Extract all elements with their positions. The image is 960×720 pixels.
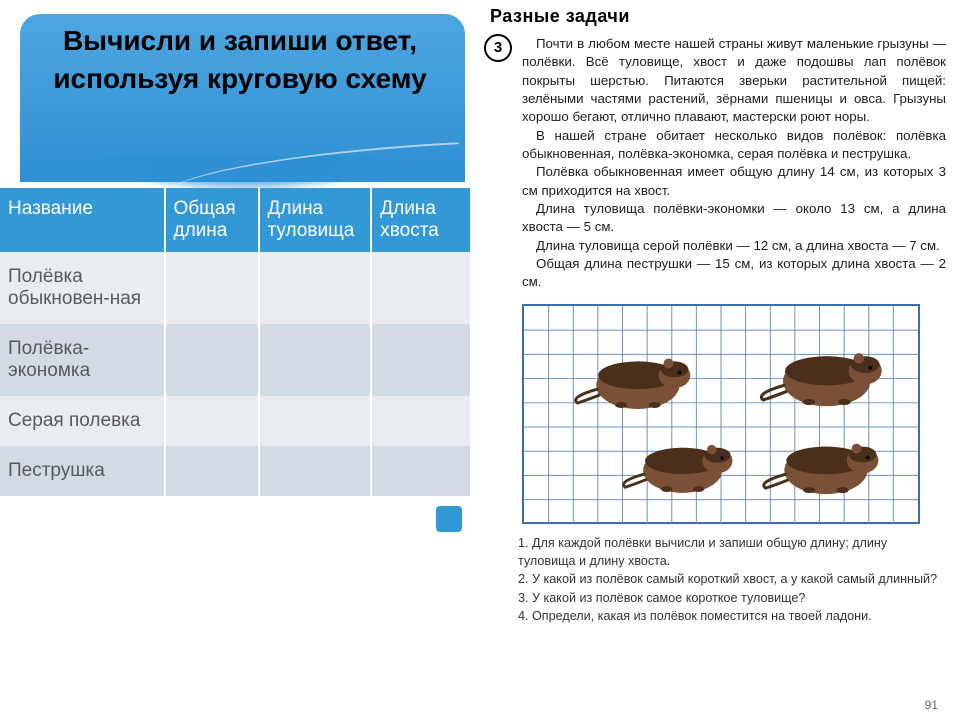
para: Полёвка обыкновенная имеет общую длину 1… (522, 163, 946, 200)
section-title: Разные задачи (490, 6, 946, 27)
table-row: Пеструшка (0, 446, 470, 496)
page-number: 91 (925, 698, 938, 712)
slide-title: Вычисли и запиши ответ, используя кругов… (30, 22, 450, 98)
problem-text: Почти в любом месте нашей страны живут м… (522, 35, 946, 292)
col-body-length: Длина туловища (259, 188, 372, 252)
para: Почти в любом месте нашей страны живут м… (522, 35, 946, 127)
task-item: 1. Для каждой полёвки вычисли и запиши о… (518, 534, 946, 571)
para: Общая длина пеструшки — 15 см, из которы… (522, 255, 946, 292)
left-panel: Вычисли и запиши ответ, используя кругов… (0, 0, 480, 720)
para: Длина туловища серой полёвки — 12 см, а … (522, 237, 946, 255)
col-total-length: Общая длина (165, 188, 259, 252)
presentation-icon (436, 506, 462, 532)
table-row: Полёвка обыкновен-ная (0, 252, 470, 324)
para: В нашей стране обитает несколько видов п… (522, 127, 946, 164)
task-item: 3. У какой из полёвок самое короткое тул… (518, 589, 946, 607)
textbook-page: Разные задачи 3 Почти в любом месте наше… (484, 0, 960, 720)
col-name: Название (0, 188, 165, 252)
task-item: 2. У какой из полёвок самый короткий хво… (518, 570, 946, 588)
table-row: Серая полевка (0, 396, 470, 446)
table-row: Полёвка-экономка (0, 324, 470, 396)
illustration-grid (522, 304, 920, 524)
para: Длина туловища полёвки-экономки — около … (522, 200, 946, 237)
col-tail-length: Длина хвоста (371, 188, 470, 252)
task-list: 1. Для каждой полёвки вычисли и запиши о… (518, 534, 946, 625)
vole-table: Название Общая длина Длина туловища Длин… (0, 188, 470, 496)
table-header-row: Название Общая длина Длина туловища Длин… (0, 188, 470, 252)
task-item: 4. Определи, какая из полёвок поместится… (518, 607, 946, 625)
problem-number-circle: 3 (484, 34, 512, 62)
vole-illustrations (524, 306, 918, 524)
